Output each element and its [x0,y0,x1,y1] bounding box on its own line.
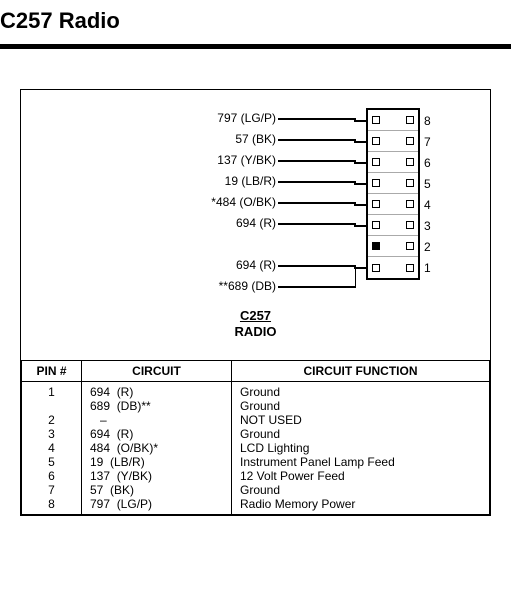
connector-pin-row [368,257,418,278]
table-cell: 694 (R)689 (DB)** –694 (R)484 (O/BK)*19 … [82,382,232,515]
wire-line [278,223,356,225]
connector-pin-row [368,173,418,194]
connector-id: C257 [240,308,271,323]
wire-line [354,204,366,206]
diagram-container: C257 RADIO 8 7 6 5 4 3 2 1 797 (LG/P) 57 (BK) 137 … [20,89,491,516]
pinout-diagram: C257 RADIO 8 7 6 5 4 3 2 1 797 (LG/P) 57 (BK) 137 … [21,90,490,360]
pin-number: 4 [424,198,438,212]
wire-line [278,286,356,288]
connector-pin-row [368,110,418,131]
wire-line [278,181,356,183]
pin-number: 5 [424,177,438,191]
pin-number: 1 [424,261,438,275]
wire-line [278,160,356,162]
connector-pin-row [368,236,418,257]
table-header-row: PIN # CIRCUIT CIRCUIT FUNCTION [22,361,490,382]
connector-pin-row [368,194,418,215]
wire-label: 57 (BK) [235,132,276,146]
page-title: C257 Radio [0,8,511,34]
wire-line [354,183,366,185]
wire-line [278,202,356,204]
wire-line [354,141,366,143]
th-function: CIRCUIT FUNCTION [232,361,490,382]
connector-pin-row [368,152,418,173]
wire-line [354,225,366,227]
pin-number: 6 [424,156,438,170]
wire-line [278,265,356,267]
pin-number: 3 [424,219,438,233]
wire-label: 694 (R) [236,258,276,272]
table-cell: 1 2345678 [22,382,82,515]
wire-label: 19 (LB/R) [225,174,276,188]
connector-pin-row [368,215,418,236]
pin-number: 8 [424,114,438,128]
wire-line [278,139,356,141]
wire-line [354,162,366,164]
wire-line [354,267,366,269]
wire-line [354,120,366,122]
page-header: C257 Radio [0,0,511,38]
wire-label: 137 (Y/BK) [217,153,276,167]
wire-line [355,267,357,286]
wire-label: **689 (DB) [219,279,276,293]
header-rule [0,44,511,49]
connector-caption: C257 RADIO [21,308,490,339]
th-circuit: CIRCUIT [82,361,232,382]
table-cell: GroundGroundNOT USEDGroundLCD LightingIn… [232,382,490,515]
pin-table: PIN # CIRCUIT CIRCUIT FUNCTION 1 2345678… [21,360,490,515]
wire-label: 797 (LG/P) [217,111,276,125]
connector-label: RADIO [235,324,277,339]
pin-number: 2 [424,240,438,254]
connector-pin-row [368,131,418,152]
th-pin: PIN # [22,361,82,382]
wire-line [278,118,356,120]
table-row: 1 2345678694 (R)689 (DB)** –694 (R)484 (… [22,382,490,515]
pin-number: 7 [424,135,438,149]
wire-label: 694 (R) [236,216,276,230]
connector-body [366,108,420,280]
wire-label: *484 (O/BK) [211,195,276,209]
